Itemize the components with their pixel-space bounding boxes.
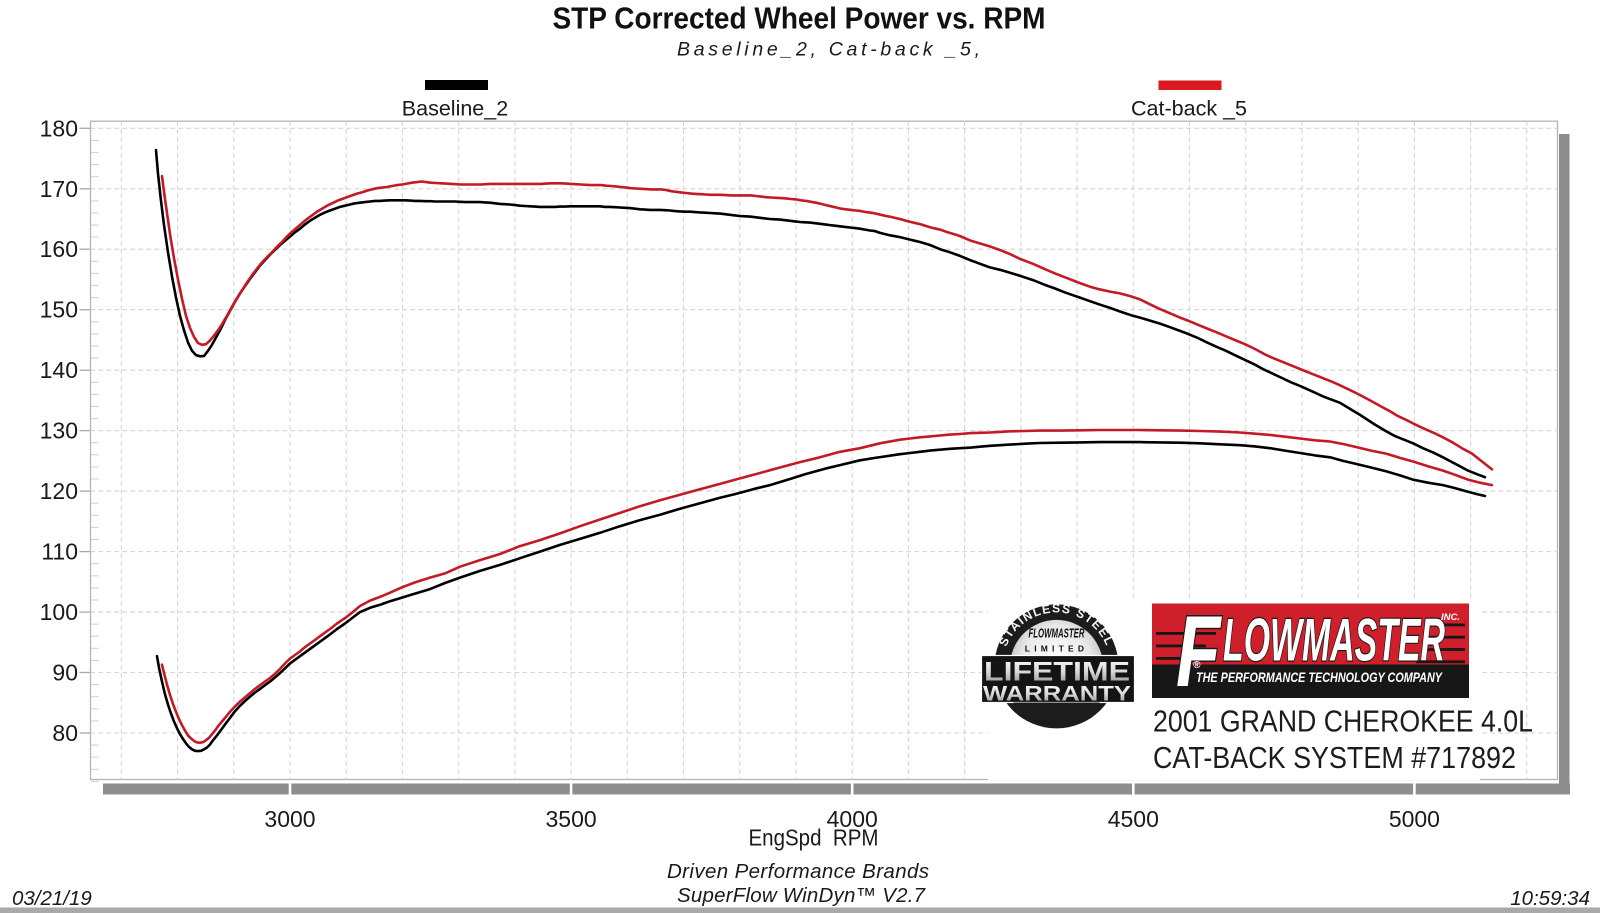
svg-text:LIFETIME: LIFETIME <box>984 657 1130 687</box>
svg-text:4000: 4000 <box>827 806 878 832</box>
svg-text:160: 160 <box>40 236 78 262</box>
svg-text:180: 180 <box>40 115 78 141</box>
svg-text:120: 120 <box>40 478 78 504</box>
svg-text:THE PERFORMANCE TECHNOLOGY COM: THE PERFORMANCE TECHNOLOGY COMPANY <box>1196 669 1443 685</box>
svg-text:INC.: INC. <box>1441 612 1460 623</box>
svg-text:10:59:34: 10:59:34 <box>1510 887 1590 910</box>
svg-text:STP Corrected Wheel Power vs.: STP Corrected Wheel Power vs. RPM <box>553 1 1046 36</box>
svg-text:90: 90 <box>52 660 78 686</box>
svg-text:®: ® <box>1193 660 1201 671</box>
svg-text:WARRANTY: WARRANTY <box>983 683 1131 706</box>
svg-text:110: 110 <box>41 539 78 565</box>
svg-text:03/21/19: 03/21/19 <box>12 887 92 910</box>
svg-text:140: 140 <box>40 357 78 383</box>
svg-text:CAT-BACK SYSTEM #717892: CAT-BACK SYSTEM #717892 <box>1153 741 1516 775</box>
svg-text:SuperFlow WinDyn™ V2.7: SuperFlow WinDyn™ V2.7 <box>677 884 927 907</box>
svg-text:150: 150 <box>40 297 78 323</box>
svg-text:Baseline_2: Baseline_2 <box>402 97 508 121</box>
svg-text:F: F <box>1176 594 1222 708</box>
svg-text:130: 130 <box>40 418 78 444</box>
svg-text:Baseline_2, Cat-back _5,: Baseline_2, Cat-back _5, <box>677 39 980 61</box>
svg-text:FLOWMASTER: FLOWMASTER <box>1029 626 1085 641</box>
svg-text:Driven Performance Brands: Driven Performance Brands <box>667 860 929 883</box>
svg-text:80: 80 <box>52 720 78 746</box>
svg-text:2001 GRAND CHEROKEE 4.0L: 2001 GRAND CHEROKEE 4.0L <box>1153 705 1533 739</box>
svg-text:4500: 4500 <box>1108 806 1159 832</box>
svg-text:Cat-back _5: Cat-back _5 <box>1131 97 1247 121</box>
svg-text:LIMITED: LIMITED <box>1025 644 1088 654</box>
svg-text:5000: 5000 <box>1389 806 1440 832</box>
svg-text:3000: 3000 <box>264 806 315 832</box>
svg-text:170: 170 <box>40 176 78 202</box>
svg-text:100: 100 <box>40 599 78 625</box>
svg-text:EngSpd RPM: EngSpd RPM <box>749 825 879 851</box>
svg-text:3500: 3500 <box>546 806 597 832</box>
svg-text:LOWMASTER: LOWMASTER <box>1223 607 1445 674</box>
